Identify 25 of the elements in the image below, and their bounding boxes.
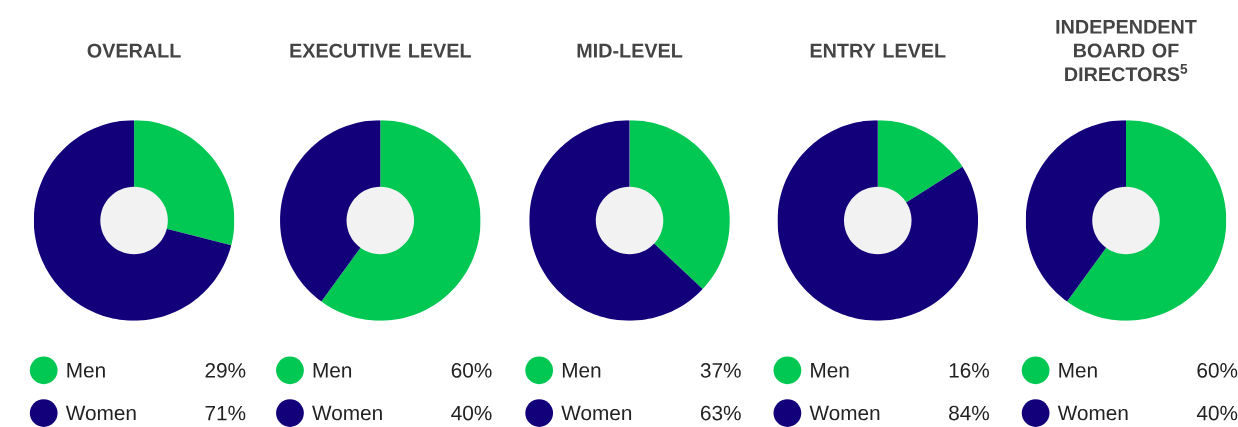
legend-label: Men (811, 363, 849, 378)
data-label: 60% (451, 363, 492, 378)
data-label: 71% (205, 405, 246, 421)
chart-title: MID-LEVEL (577, 43, 683, 58)
legend-label: Women (65, 405, 136, 421)
data-label: 40% (1196, 405, 1238, 421)
data-label: 37% (700, 363, 741, 378)
data-label: 16% (949, 363, 990, 378)
data-label: 60% (1197, 363, 1238, 378)
legend-label: Men (67, 363, 105, 378)
legend-label: Women (312, 405, 382, 421)
chart-title: INDEPENDENT BOARD OF DIRECTORS$^{5}$ (1056, 20, 1197, 82)
data-label: 40% (451, 405, 492, 421)
legend-label: Women (809, 405, 880, 421)
chart-title: EXECUTIVE LEVEL (290, 43, 471, 58)
data-label: 84% (949, 405, 990, 421)
chart-title: OVERALL (87, 43, 181, 58)
legend-label: Men (562, 363, 601, 378)
data-label: 63% (701, 405, 741, 421)
legend-label: Men (1059, 363, 1097, 378)
legend-label: Women (561, 405, 632, 421)
chart-title: ENTRY LEVEL (810, 43, 946, 58)
data-label: 29% (205, 363, 246, 378)
legend-label: Women (1057, 405, 1128, 421)
legend-label: Men (313, 363, 352, 378)
